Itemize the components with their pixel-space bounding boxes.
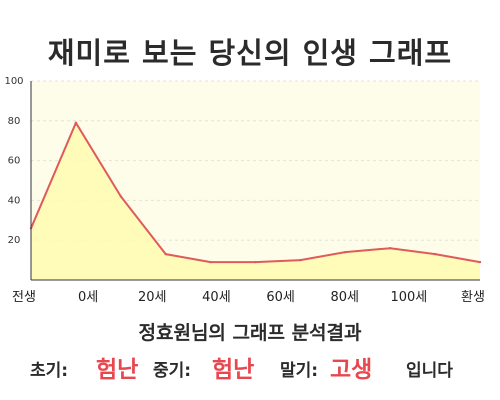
x-tick-label: 20세: [138, 290, 167, 305]
x-tick-label: 환생: [461, 290, 485, 305]
data-point: [164, 252, 167, 256]
y-tick-label: 60: [8, 156, 21, 167]
early-label: 초기:: [30, 361, 69, 381]
analysis-subtitle: 정효원님의 그래프 분석결과: [138, 322, 362, 344]
data-point: [389, 246, 392, 250]
data-point: [74, 121, 78, 124]
ending-text: 입니다: [406, 361, 453, 381]
data-point: [344, 250, 347, 254]
life-graph-chart: 20 40 60 80 100 전생 0세 20세 40세 60세 80세 100세 환생: [4, 76, 485, 305]
data-point: [254, 260, 257, 264]
data-point: [299, 258, 302, 262]
page-title: 재미로 보는 당신의 인생 그래프: [47, 36, 453, 70]
data-point: [433, 252, 437, 256]
analysis-summary: 초기: 험난 중기: 험난 말기: 고생 입니다: [0, 348, 500, 383]
data-point: [209, 260, 212, 264]
x-tick-label: 전생: [12, 290, 36, 305]
x-tick-label: 80세: [330, 290, 359, 305]
series-area: [31, 122, 480, 280]
mid-value: 험난: [212, 357, 255, 383]
early-value: 험난: [96, 357, 139, 383]
y-tick-label: 100: [4, 76, 23, 87]
y-tick-label: 40: [8, 195, 21, 206]
x-tick-label: 100세: [390, 290, 427, 305]
late-label: 말기:: [280, 361, 319, 381]
x-tick-label: 60세: [266, 290, 295, 305]
y-tick-label: 20: [8, 235, 21, 246]
x-tick-label: 40세: [202, 290, 231, 305]
mid-label: 중기:: [153, 361, 192, 381]
data-point: [119, 195, 123, 198]
data-point: [478, 260, 482, 264]
x-tick-label: 0세: [78, 290, 98, 305]
y-tick-label: 80: [8, 116, 21, 127]
late-value: 고생: [330, 357, 373, 383]
